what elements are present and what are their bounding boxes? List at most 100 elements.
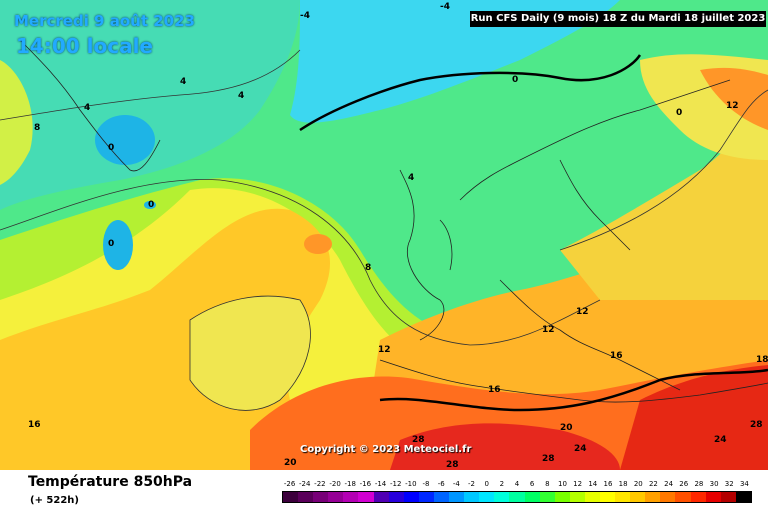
cold-pocket-2 (103, 220, 133, 270)
scale-swatch (599, 492, 616, 502)
scale-label: 6 (529, 480, 535, 488)
contour-label: 0 (676, 108, 682, 118)
contour-label: -4 (300, 11, 310, 21)
color-scale-bar (282, 491, 752, 503)
contour-twenty (379, 368, 768, 412)
cold-pocket-1 (95, 115, 155, 165)
field-orange-russia (700, 67, 768, 130)
contour-label: 16 (488, 385, 501, 395)
field-deepred-south (390, 423, 620, 470)
scale-swatch (313, 492, 329, 502)
field-yellow-inner (190, 296, 311, 411)
contour-thin-4 (559, 89, 768, 251)
contour-label: 28 (412, 435, 425, 445)
coastlines (19, 39, 768, 403)
field-yellow-east (560, 100, 768, 300)
scale-swatch (494, 492, 510, 502)
scale-label: -6 (437, 480, 445, 488)
contour-label: 0 (512, 75, 518, 85)
scale-label: -8 (422, 480, 430, 488)
scale-swatch (675, 492, 691, 502)
contour-label: 16 (610, 351, 623, 361)
contour-zero (299, 54, 642, 132)
scale-label: -14 (374, 480, 387, 488)
scale-swatch (645, 492, 661, 502)
scale-swatch (705, 492, 721, 502)
cold-pocket-3 (144, 201, 156, 209)
contour-label: 16 (28, 420, 41, 430)
copyright-notice: Copyright © 2023 Meteociel.fr (300, 444, 472, 455)
contour-label: 0 (108, 239, 114, 249)
scale-swatch (630, 492, 646, 502)
field-yellow-nw (0, 60, 33, 185)
scale-label: -20 (329, 480, 341, 488)
contour-label: 8 (365, 263, 371, 273)
contour-thin-1 (0, 179, 601, 346)
contour-label: 20 (284, 458, 297, 468)
scale-swatch (720, 492, 736, 502)
scale-swatch (358, 492, 374, 502)
contour-label: 24 (574, 444, 587, 454)
contour-labels: -4 -4 4 4 4 8 0 0 0 0 4 8 0 8 12 12 12 1… (28, 2, 768, 470)
scale-swatch (328, 492, 344, 502)
contour-label: 28 (446, 460, 459, 470)
scale-label: -24 (299, 480, 311, 488)
scale-label: 2 (499, 480, 505, 488)
scale-label: 4 (514, 480, 520, 488)
scale-swatch (298, 492, 314, 502)
field-deepred-east (620, 365, 768, 470)
legend-footer: Température 850hPa (+ 522h) -26 -24 -22 -20… (0, 470, 768, 512)
scale-swatch (403, 492, 419, 502)
contour-thin-2 (0, 49, 301, 121)
scale-label: -18 (344, 480, 356, 488)
contour-label: 0 (148, 200, 154, 210)
scale-swatch (554, 492, 570, 502)
color-scale-labels: -26 -24 -22 -20 -18 -16 -14 -12 -10 -8 -6 -4 -2 0 2 4 6 8… (282, 480, 752, 490)
scale-swatch (569, 492, 585, 502)
scale-label: 14 (588, 480, 598, 488)
scale-swatch (433, 492, 450, 502)
scale-label: 28 (694, 480, 704, 488)
contour-label: 4 (180, 77, 186, 87)
temperature-map: -4 -4 4 4 4 8 0 0 0 0 4 8 0 8 12 12 12 1… (0, 0, 768, 470)
contour-label: 4 (84, 103, 90, 113)
scale-swatch (539, 492, 555, 502)
field-cyan-north (290, 0, 620, 123)
contour-label: 12 (576, 307, 589, 317)
contour-label: 18 (756, 355, 768, 365)
scale-label: 0 (484, 480, 489, 488)
contour-label: 20 (560, 423, 573, 433)
contour-label: -4 (440, 2, 450, 12)
scale-label: 34 (739, 480, 749, 488)
scale-label: 18 (618, 480, 628, 488)
contour-label: 12 (726, 101, 739, 111)
field-teal-greenland (0, 0, 300, 210)
scale-swatch (449, 492, 465, 502)
forecast-date: Mercredi 9 août 2023 (14, 12, 195, 30)
scale-label: 22 (648, 480, 658, 488)
scale-label: -26 (283, 480, 296, 488)
scale-swatch (660, 492, 676, 502)
scale-label: 32 (724, 480, 734, 488)
warm-spot-atlantic (304, 234, 332, 254)
scale-swatch (524, 492, 540, 502)
scale-label: 10 (558, 480, 567, 488)
scale-label: 26 (679, 480, 689, 488)
contour-label: 24 (714, 435, 727, 445)
scale-label: 24 (664, 480, 674, 488)
run-info-banner: Run CFS Daily (9 mois) 18 Z du Mardi 18 … (470, 11, 766, 27)
contour-label: 28 (542, 454, 555, 464)
scale-swatch (388, 492, 404, 502)
contour-thin-3 (189, 295, 311, 411)
contour-label: 4 (238, 91, 244, 101)
scale-label: 8 (545, 480, 550, 488)
scale-label: -10 (405, 480, 417, 488)
scale-label: 16 (603, 480, 613, 488)
contour-label: 0 (108, 143, 114, 153)
scale-label: -2 (468, 480, 475, 488)
forecast-time: 14:00 locale (16, 34, 153, 58)
scale-label: -4 (452, 480, 460, 488)
contour-label: 8 (34, 123, 40, 133)
scale-swatch (479, 492, 495, 502)
scale-swatch (373, 492, 389, 502)
